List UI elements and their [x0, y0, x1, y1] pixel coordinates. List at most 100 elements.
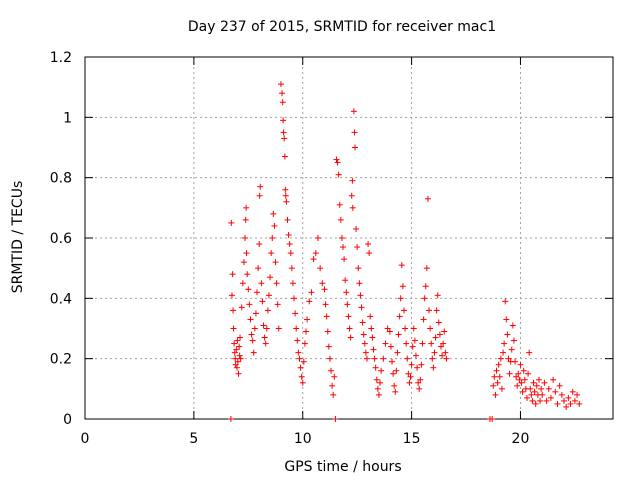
- data-point: [525, 370, 532, 377]
- data-point: [332, 416, 339, 422]
- data-point: [547, 394, 554, 401]
- data-point: [334, 159, 341, 166]
- x-axis: 0 5 10 15 20: [81, 57, 529, 447]
- data-point: [329, 382, 336, 389]
- data-point: [247, 316, 254, 323]
- data-point: [359, 319, 366, 326]
- y-axis: 0 0.2 0.4 0.6 0.8 1 1.2: [50, 50, 613, 428]
- data-point: [250, 349, 257, 356]
- data-point: [371, 355, 378, 362]
- data-point: [287, 250, 294, 257]
- data-point: [330, 391, 337, 398]
- data-point: [281, 135, 288, 142]
- data-point: [340, 244, 347, 251]
- y-axis-label: SRMTID / TECUs: [10, 181, 26, 294]
- data-point: [242, 235, 249, 241]
- data-point: [419, 340, 426, 347]
- data-point: [324, 328, 331, 335]
- data-point: [291, 295, 298, 302]
- data-point: [265, 292, 272, 299]
- data-point: [238, 304, 245, 311]
- data-point: [345, 313, 352, 320]
- data-point: [400, 307, 407, 314]
- data-point: [335, 171, 342, 178]
- data-point: [574, 391, 581, 398]
- data-point: [428, 340, 435, 347]
- data-point: [416, 385, 423, 392]
- data-point: [353, 225, 360, 232]
- data-point: [539, 391, 546, 398]
- data-point: [404, 355, 411, 362]
- data-point: [361, 340, 368, 347]
- data-point: [347, 334, 354, 341]
- data-point: [233, 364, 240, 371]
- data-point: [424, 195, 431, 202]
- x-tick-label: 5: [189, 431, 198, 447]
- data-point: [509, 322, 516, 329]
- data-point: [411, 337, 418, 344]
- data-point: [228, 219, 235, 226]
- data-point: [412, 352, 419, 359]
- data-point: [523, 394, 530, 401]
- data-point: [437, 343, 444, 350]
- data-point: [264, 307, 271, 314]
- data-point: [363, 355, 370, 362]
- data-point: [272, 259, 279, 266]
- data-point: [535, 376, 542, 383]
- data-point: [370, 346, 377, 353]
- data-point: [256, 192, 263, 199]
- data-point: [501, 340, 508, 347]
- data-point: [240, 259, 247, 266]
- data-point: [282, 192, 289, 199]
- data-point: [310, 256, 317, 263]
- data-point: [399, 283, 406, 290]
- data-point: [410, 325, 417, 332]
- data-point: [493, 367, 500, 374]
- data-point: [243, 204, 250, 211]
- data-point: [512, 358, 519, 365]
- data-point: [296, 355, 303, 362]
- data-point: [373, 376, 380, 383]
- data-point: [490, 382, 497, 389]
- data-point: [441, 328, 448, 335]
- data-point: [270, 210, 277, 217]
- data-point: [298, 373, 305, 380]
- data-point: [407, 373, 414, 380]
- data-point: [260, 322, 267, 329]
- data-point: [354, 244, 361, 251]
- data-point: [526, 349, 533, 356]
- data-point: [530, 379, 537, 386]
- data-point: [417, 376, 424, 383]
- data-point: [348, 192, 355, 199]
- data-point: [239, 280, 246, 287]
- data-point: [300, 358, 307, 365]
- data-point: [297, 364, 304, 371]
- data-point: [380, 355, 387, 362]
- data-point: [554, 400, 561, 407]
- data-point: [389, 358, 396, 365]
- data-point: [429, 355, 436, 362]
- data-points: [227, 81, 583, 422]
- data-point: [304, 316, 311, 323]
- data-point: [502, 298, 509, 305]
- data-point: [541, 379, 548, 386]
- data-point: [256, 241, 263, 248]
- data-point: [393, 367, 400, 374]
- data-point: [338, 235, 345, 241]
- data-point: [230, 325, 237, 332]
- data-point: [506, 370, 513, 377]
- data-point: [267, 274, 274, 281]
- data-point: [382, 340, 389, 347]
- data-point: [231, 340, 238, 347]
- data-point: [286, 241, 293, 248]
- data-point: [533, 382, 540, 389]
- data-point: [281, 153, 288, 160]
- y-tick-label: 0.6: [50, 231, 72, 247]
- data-point: [308, 289, 315, 296]
- data-point: [365, 241, 372, 248]
- data-point: [263, 325, 270, 332]
- data-point: [561, 397, 568, 404]
- data-point: [236, 352, 243, 359]
- data-point: [408, 361, 415, 368]
